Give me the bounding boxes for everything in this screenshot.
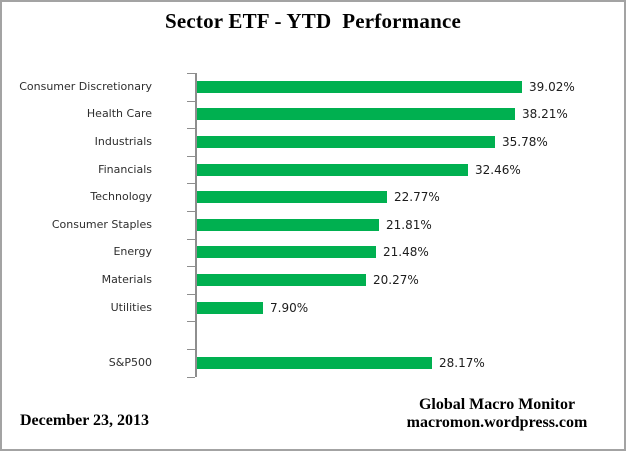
category-label: Consumer Staples — [51, 218, 152, 231]
axis-tick — [187, 101, 195, 102]
axis-tick — [187, 377, 195, 378]
chart-title: Sector ETF - YTD Performance — [164, 9, 462, 33]
category-label: Energy — [113, 245, 152, 258]
category-label: S&P500 — [108, 356, 152, 369]
value-label: 32.46% — [475, 163, 521, 177]
bar — [197, 191, 387, 203]
category-label: Technology — [90, 190, 152, 203]
bar — [197, 219, 379, 231]
bar — [197, 164, 468, 176]
bar — [197, 246, 376, 258]
footer-credit-url: macromon.wordpress.com — [406, 414, 588, 431]
bar — [197, 81, 522, 93]
axis-tick — [187, 321, 195, 322]
bar — [197, 136, 495, 148]
value-label: 28.17% — [439, 356, 485, 370]
value-label: 21.81% — [386, 218, 432, 232]
category-label: Industrials — [94, 135, 152, 148]
value-label: 22.77% — [394, 190, 440, 204]
category-label: Utilities — [110, 301, 152, 314]
bar — [197, 274, 366, 286]
bar — [197, 302, 263, 314]
category-axis-line — [195, 73, 197, 377]
value-label: 20.27% — [373, 273, 419, 287]
footer-credit-source: Global Macro Monitor — [418, 396, 576, 413]
axis-tick — [187, 239, 195, 240]
value-label: 35.78% — [502, 135, 548, 149]
axis-tick — [187, 128, 195, 129]
value-label: 7.90% — [270, 301, 309, 315]
category-label: Health Care — [86, 107, 152, 120]
category-label: Financials — [98, 163, 152, 176]
category-label: Materials — [101, 273, 152, 286]
value-label: 38.21% — [522, 107, 568, 121]
axis-tick — [187, 349, 195, 350]
footer-credit: Global Macro Monitor macromon.wordpress.… — [385, 396, 609, 432]
axis-tick — [187, 211, 195, 212]
axis-tick — [187, 294, 195, 295]
value-label: 39.02% — [529, 80, 575, 94]
category-label: Consumer Discretionary — [19, 80, 152, 93]
axis-tick — [187, 183, 195, 184]
bar — [197, 357, 432, 369]
axis-tick — [187, 266, 195, 267]
value-label: 21.48% — [383, 245, 429, 259]
axis-tick — [187, 156, 195, 157]
bar — [197, 108, 515, 120]
axis-tick — [187, 73, 195, 74]
footer-date: December 23, 2013 — [20, 412, 149, 429]
